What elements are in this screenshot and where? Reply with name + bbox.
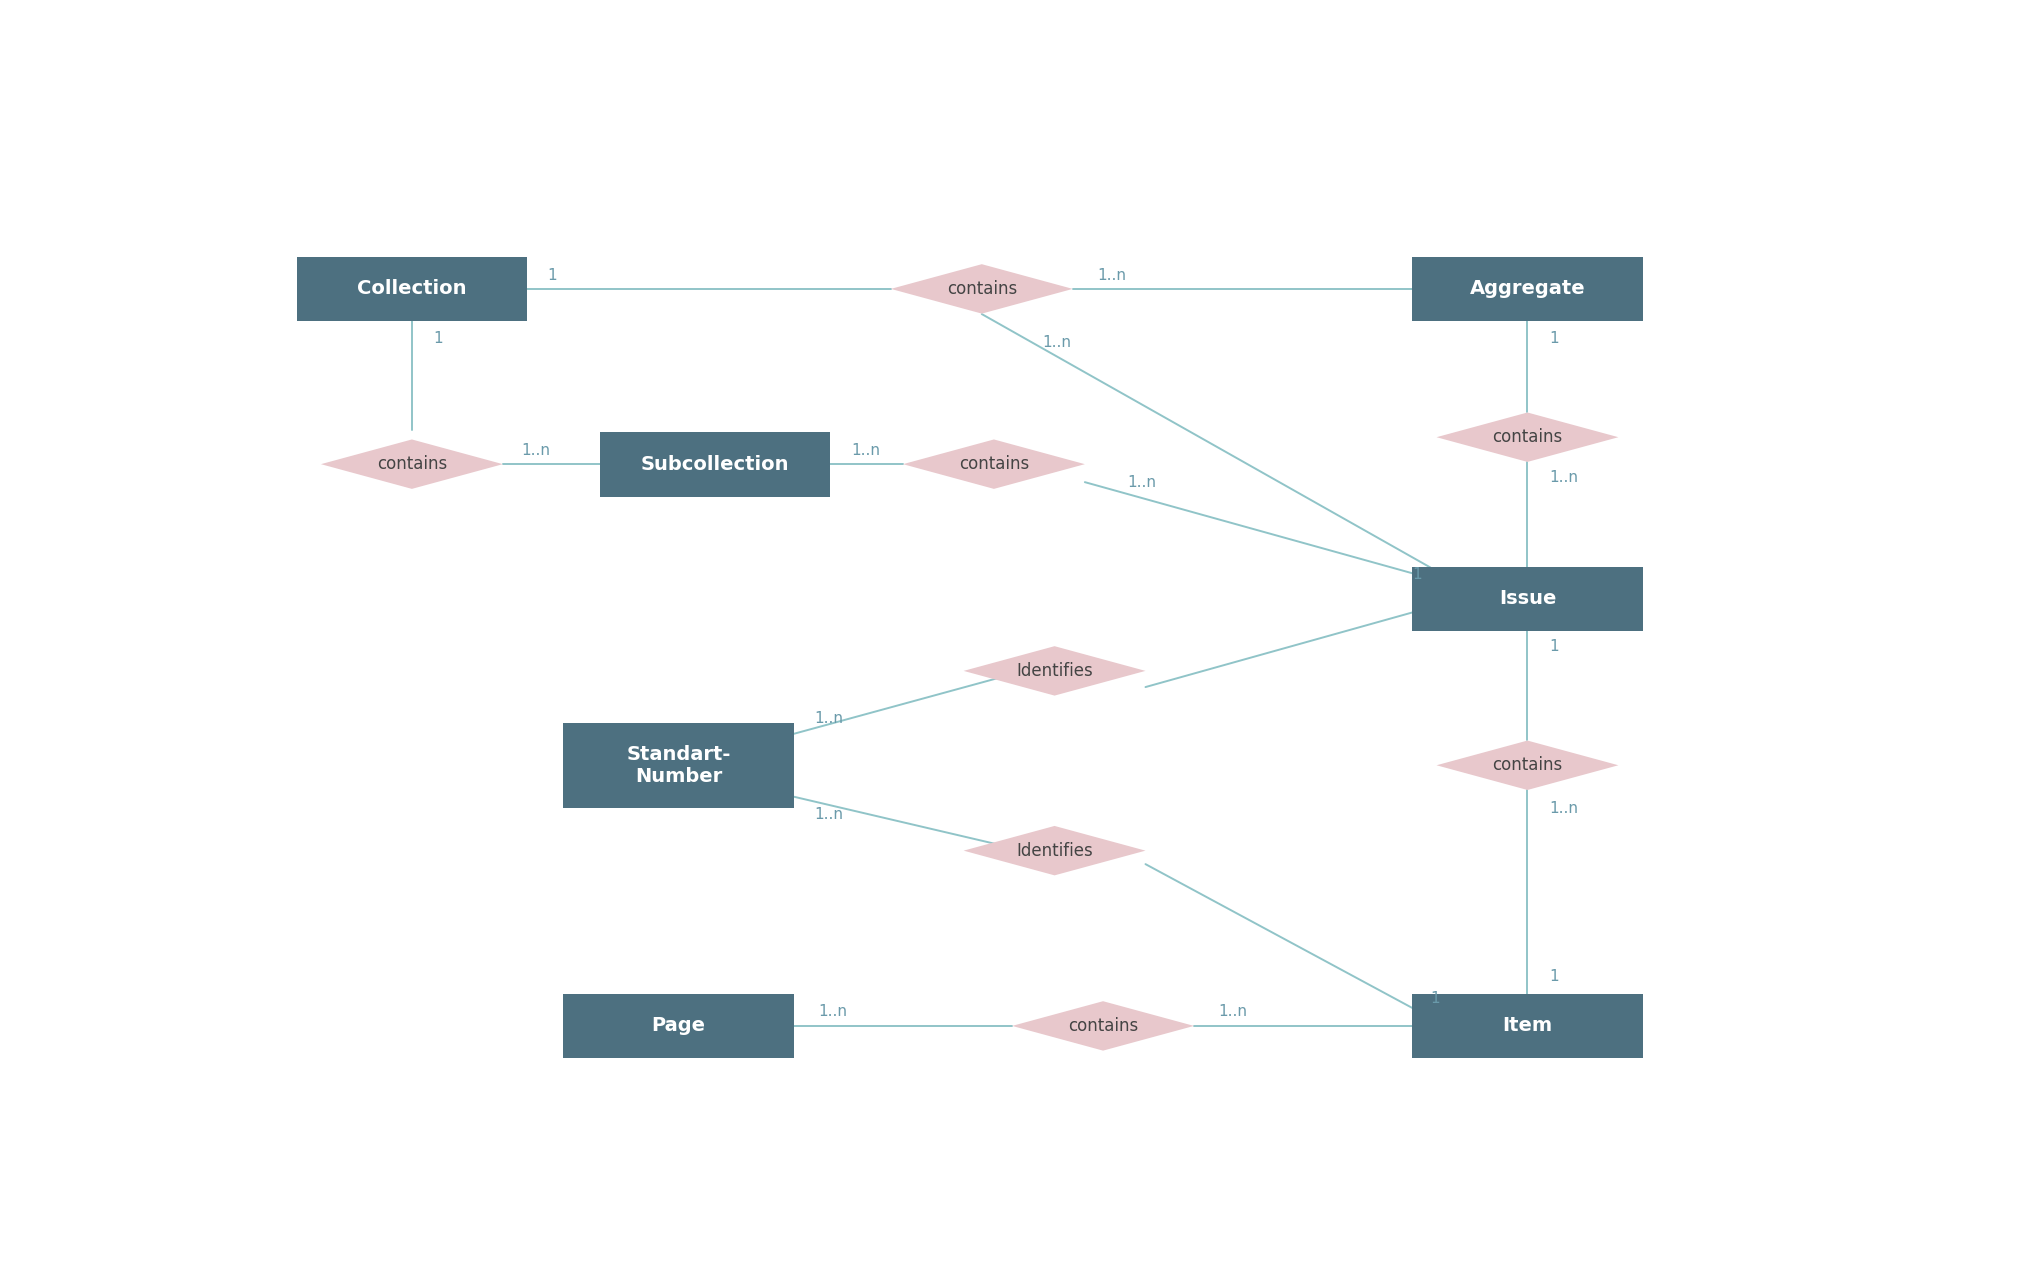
Text: contains: contains [958, 455, 1029, 474]
FancyBboxPatch shape [563, 723, 793, 808]
Text: contains: contains [1068, 1017, 1139, 1035]
Text: Aggregate: Aggregate [1471, 280, 1584, 298]
Polygon shape [1436, 412, 1619, 462]
Text: contains: contains [1493, 428, 1562, 447]
Text: Standart-
Number: Standart- Number [626, 745, 730, 786]
Text: contains: contains [1493, 756, 1562, 774]
Text: 1..n: 1..n [850, 443, 881, 458]
FancyBboxPatch shape [297, 257, 527, 321]
Text: 1: 1 [547, 268, 557, 282]
Text: 1..n: 1..n [1550, 801, 1578, 815]
Polygon shape [1436, 741, 1619, 790]
Text: 1..n: 1..n [1043, 335, 1072, 351]
Text: Identifies: Identifies [1017, 841, 1092, 860]
Text: 1: 1 [1412, 568, 1422, 582]
Text: Collection: Collection [358, 280, 466, 298]
Polygon shape [964, 646, 1145, 696]
Text: 1: 1 [1550, 639, 1558, 654]
Text: 1..n: 1..n [818, 1004, 846, 1019]
FancyBboxPatch shape [1412, 566, 1643, 632]
Text: contains: contains [946, 280, 1017, 298]
Text: Identifies: Identifies [1017, 661, 1092, 681]
FancyBboxPatch shape [1412, 994, 1643, 1058]
Text: Subcollection: Subcollection [641, 455, 789, 474]
Text: 1..n: 1..n [814, 711, 844, 725]
Text: contains: contains [376, 455, 447, 474]
Text: 1..n: 1..n [1550, 470, 1578, 485]
Text: 1: 1 [1430, 991, 1440, 1007]
Text: 1..n: 1..n [1096, 268, 1127, 282]
Polygon shape [891, 265, 1072, 313]
Polygon shape [321, 439, 502, 489]
Text: 1..n: 1..n [521, 443, 549, 458]
FancyBboxPatch shape [563, 994, 793, 1058]
Text: 1: 1 [1550, 331, 1558, 345]
Text: Issue: Issue [1499, 589, 1556, 609]
Text: Item: Item [1503, 1017, 1552, 1035]
FancyBboxPatch shape [1412, 257, 1643, 321]
Polygon shape [1013, 1002, 1194, 1050]
Text: 1..n: 1..n [1127, 475, 1155, 489]
Text: 1: 1 [433, 331, 443, 345]
Text: 1: 1 [1550, 969, 1558, 984]
Polygon shape [903, 439, 1084, 489]
Text: 1..n: 1..n [814, 808, 844, 822]
Text: 1..n: 1..n [1218, 1004, 1247, 1019]
FancyBboxPatch shape [600, 431, 830, 497]
Polygon shape [964, 826, 1145, 876]
Text: Page: Page [651, 1017, 706, 1035]
